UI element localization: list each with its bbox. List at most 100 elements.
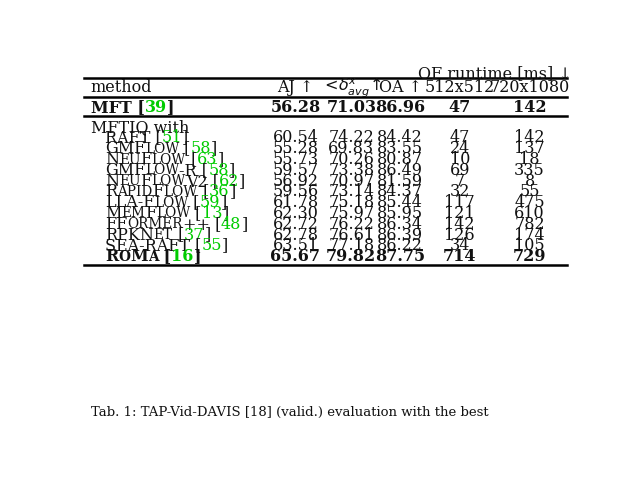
Text: ]: ] bbox=[229, 162, 235, 179]
Text: 47: 47 bbox=[449, 129, 470, 146]
Text: LOW: LOW bbox=[145, 142, 179, 156]
Text: 62.78: 62.78 bbox=[273, 226, 319, 243]
Text: LOW: LOW bbox=[163, 184, 198, 199]
Text: 80.87: 80.87 bbox=[377, 151, 423, 168]
Text: ]: ] bbox=[241, 215, 248, 232]
Text: AJ ↑: AJ ↑ bbox=[277, 79, 314, 96]
Text: [: [ bbox=[188, 194, 200, 211]
Text: ]: ] bbox=[221, 237, 228, 254]
Text: 475: 475 bbox=[514, 194, 545, 211]
Text: 610: 610 bbox=[514, 204, 545, 222]
Text: 83.55: 83.55 bbox=[377, 140, 423, 157]
Text: 75.18: 75.18 bbox=[328, 194, 374, 211]
Text: 142: 142 bbox=[445, 215, 475, 232]
Text: 51: 51 bbox=[161, 129, 182, 146]
Text: APID: APID bbox=[117, 184, 152, 199]
Text: OF runtime [ms] ↓: OF runtime [ms] ↓ bbox=[418, 65, 572, 81]
Text: 73.38: 73.38 bbox=[328, 162, 374, 179]
Text: 142: 142 bbox=[513, 99, 547, 116]
Text: ]: ] bbox=[239, 172, 245, 189]
Text: N: N bbox=[105, 172, 119, 189]
Text: GMF: GMF bbox=[105, 162, 145, 179]
Text: ]: ] bbox=[218, 151, 224, 168]
Text: 85.44: 85.44 bbox=[377, 194, 423, 211]
Text: 59.56: 59.56 bbox=[273, 183, 319, 200]
Text: [: [ bbox=[179, 140, 191, 157]
Text: 16: 16 bbox=[172, 247, 194, 264]
Text: 24: 24 bbox=[450, 140, 470, 157]
Text: M: M bbox=[105, 204, 121, 222]
Text: 56.92: 56.92 bbox=[273, 172, 319, 189]
Text: 79.82: 79.82 bbox=[326, 247, 376, 264]
Text: 117: 117 bbox=[444, 194, 475, 211]
Text: 70.26: 70.26 bbox=[328, 151, 374, 168]
Text: 714: 714 bbox=[443, 247, 477, 264]
Text: 58: 58 bbox=[208, 162, 229, 179]
Text: LOW: LOW bbox=[152, 152, 186, 166]
Text: 56.28: 56.28 bbox=[270, 99, 321, 116]
Text: 86.22: 86.22 bbox=[377, 237, 423, 254]
Text: 60.54: 60.54 bbox=[273, 129, 318, 146]
Text: ]: ] bbox=[211, 140, 218, 157]
Text: 84.42: 84.42 bbox=[377, 129, 423, 146]
Text: 37: 37 bbox=[184, 226, 205, 243]
Text: MFTIQ with: MFTIQ with bbox=[91, 119, 189, 136]
Text: 86.39: 86.39 bbox=[377, 226, 423, 243]
Text: EU: EU bbox=[119, 174, 140, 188]
Text: 87.75: 87.75 bbox=[375, 247, 425, 264]
Text: GMF: GMF bbox=[105, 140, 145, 157]
Text: F: F bbox=[140, 151, 152, 168]
Text: 63.51: 63.51 bbox=[273, 237, 319, 254]
Text: 85.95: 85.95 bbox=[377, 204, 423, 222]
Text: ]: ] bbox=[222, 204, 228, 222]
Text: 126: 126 bbox=[444, 226, 475, 243]
Text: 86.96: 86.96 bbox=[375, 99, 425, 116]
Text: N: N bbox=[105, 151, 119, 168]
Text: RPKN: RPKN bbox=[105, 226, 154, 243]
Text: 8: 8 bbox=[524, 172, 534, 189]
Text: 76.22: 76.22 bbox=[328, 215, 374, 232]
Text: 71.03: 71.03 bbox=[326, 99, 376, 116]
Text: 55.73: 55.73 bbox=[273, 151, 319, 168]
Text: 70.97: 70.97 bbox=[328, 172, 374, 189]
Text: 174: 174 bbox=[514, 226, 545, 243]
Text: 63: 63 bbox=[197, 151, 218, 168]
Text: 142: 142 bbox=[515, 129, 545, 146]
Text: 512x512: 512x512 bbox=[424, 79, 495, 96]
Text: ]: ] bbox=[229, 183, 236, 200]
Text: 729: 729 bbox=[513, 247, 547, 264]
Text: OA ↑: OA ↑ bbox=[379, 79, 422, 96]
Text: MFT [: MFT [ bbox=[91, 99, 145, 116]
Text: 720x1080: 720x1080 bbox=[490, 79, 570, 96]
Text: F: F bbox=[140, 172, 152, 189]
Text: EU: EU bbox=[119, 152, 140, 166]
Text: O: O bbox=[118, 249, 130, 263]
Text: ORMER: ORMER bbox=[127, 217, 182, 231]
Text: 13: 13 bbox=[202, 204, 222, 222]
Text: 59.57: 59.57 bbox=[273, 162, 319, 179]
Text: LOW: LOW bbox=[156, 206, 191, 220]
Text: 105: 105 bbox=[514, 237, 545, 254]
Text: [: [ bbox=[198, 183, 209, 200]
Text: R: R bbox=[105, 247, 118, 264]
Text: -R [: -R [ bbox=[179, 162, 208, 179]
Text: 62.72: 62.72 bbox=[273, 215, 318, 232]
Text: 18: 18 bbox=[519, 151, 540, 168]
Text: 47: 47 bbox=[449, 99, 471, 116]
Text: [: [ bbox=[158, 247, 172, 264]
Text: 86.49: 86.49 bbox=[377, 162, 423, 179]
Text: 75.97: 75.97 bbox=[328, 204, 374, 222]
Text: 84.37: 84.37 bbox=[377, 183, 423, 200]
Text: 7: 7 bbox=[454, 172, 465, 189]
Text: EM: EM bbox=[121, 206, 145, 220]
Text: ]: ] bbox=[167, 99, 174, 116]
Text: 81.59: 81.59 bbox=[377, 172, 423, 189]
Text: ]: ] bbox=[220, 194, 227, 211]
Text: 69.83: 69.83 bbox=[328, 140, 374, 157]
Text: Tab. 1: TAP-Vid-DAVIS [18] (valid.) evaluation with the best: Tab. 1: TAP-Vid-DAVIS [18] (valid.) eval… bbox=[91, 405, 488, 418]
Text: 32: 32 bbox=[449, 183, 470, 200]
Text: F: F bbox=[145, 204, 156, 222]
Text: 76.61: 76.61 bbox=[328, 226, 374, 243]
Text: 65.67: 65.67 bbox=[271, 247, 321, 264]
Text: SEA-RAFT [: SEA-RAFT [ bbox=[105, 237, 201, 254]
